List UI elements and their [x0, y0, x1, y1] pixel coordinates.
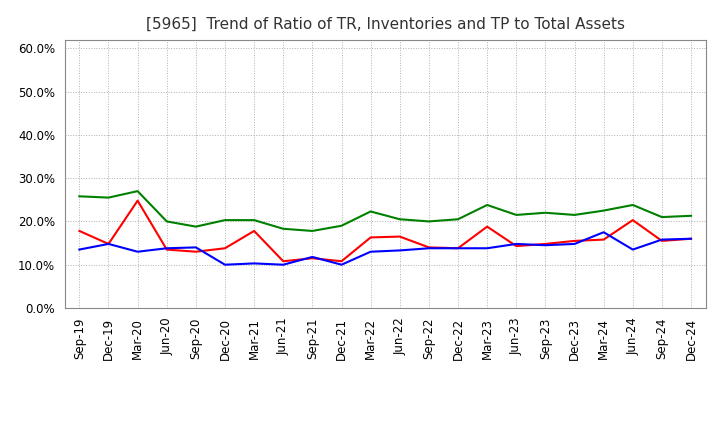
- Inventories: [687, 236, 696, 242]
- Trade Payables: [395, 216, 404, 222]
- Line: Trade Receivables: Trade Receivables: [79, 201, 691, 261]
- Trade Payables: [512, 212, 521, 217]
- Inventories: [220, 262, 229, 268]
- Trade Payables: [220, 217, 229, 223]
- Trade Receivables: [366, 235, 375, 240]
- Trade Receivables: [657, 238, 666, 244]
- Trade Payables: [657, 214, 666, 220]
- Inventories: [425, 246, 433, 251]
- Trade Payables: [483, 202, 492, 208]
- Inventories: [250, 261, 258, 266]
- Inventories: [279, 262, 287, 268]
- Line: Trade Payables: Trade Payables: [79, 191, 691, 231]
- Inventories: [395, 248, 404, 253]
- Trade Receivables: [337, 259, 346, 264]
- Inventories: [366, 249, 375, 254]
- Trade Payables: [308, 228, 317, 234]
- Inventories: [133, 249, 142, 254]
- Trade Receivables: [541, 241, 550, 246]
- Inventories: [337, 262, 346, 268]
- Trade Payables: [425, 219, 433, 224]
- Inventories: [541, 242, 550, 248]
- Title: [5965]  Trend of Ratio of TR, Inventories and TP to Total Assets: [5965] Trend of Ratio of TR, Inventories…: [145, 16, 625, 32]
- Line: Inventories: Inventories: [79, 232, 691, 265]
- Trade Payables: [104, 195, 113, 200]
- Trade Payables: [279, 226, 287, 231]
- Trade Payables: [366, 209, 375, 214]
- Inventories: [454, 246, 462, 251]
- Inventories: [657, 237, 666, 242]
- Trade Receivables: [570, 238, 579, 244]
- Inventories: [308, 254, 317, 260]
- Trade Receivables: [104, 241, 113, 246]
- Trade Receivables: [483, 224, 492, 229]
- Inventories: [599, 230, 608, 235]
- Trade Receivables: [133, 198, 142, 203]
- Inventories: [192, 245, 200, 250]
- Trade Receivables: [163, 247, 171, 252]
- Trade Receivables: [425, 245, 433, 250]
- Trade Payables: [250, 217, 258, 223]
- Trade Payables: [75, 194, 84, 199]
- Trade Payables: [599, 208, 608, 213]
- Trade Receivables: [75, 228, 84, 234]
- Trade Receivables: [512, 243, 521, 249]
- Trade Payables: [163, 219, 171, 224]
- Trade Payables: [541, 210, 550, 216]
- Trade Receivables: [454, 246, 462, 251]
- Trade Receivables: [308, 256, 317, 261]
- Inventories: [75, 247, 84, 252]
- Inventories: [163, 246, 171, 251]
- Trade Receivables: [395, 234, 404, 239]
- Trade Payables: [570, 212, 579, 217]
- Trade Receivables: [220, 246, 229, 251]
- Trade Payables: [629, 202, 637, 208]
- Inventories: [512, 241, 521, 246]
- Trade Receivables: [687, 236, 696, 242]
- Trade Receivables: [629, 217, 637, 223]
- Trade Payables: [192, 224, 200, 229]
- Trade Receivables: [279, 259, 287, 264]
- Inventories: [483, 246, 492, 251]
- Trade Payables: [687, 213, 696, 218]
- Trade Receivables: [599, 237, 608, 242]
- Inventories: [570, 241, 579, 246]
- Inventories: [104, 241, 113, 246]
- Trade Payables: [133, 188, 142, 194]
- Trade Payables: [337, 223, 346, 228]
- Trade Receivables: [192, 249, 200, 254]
- Inventories: [629, 247, 637, 252]
- Trade Receivables: [250, 228, 258, 234]
- Trade Payables: [454, 216, 462, 222]
